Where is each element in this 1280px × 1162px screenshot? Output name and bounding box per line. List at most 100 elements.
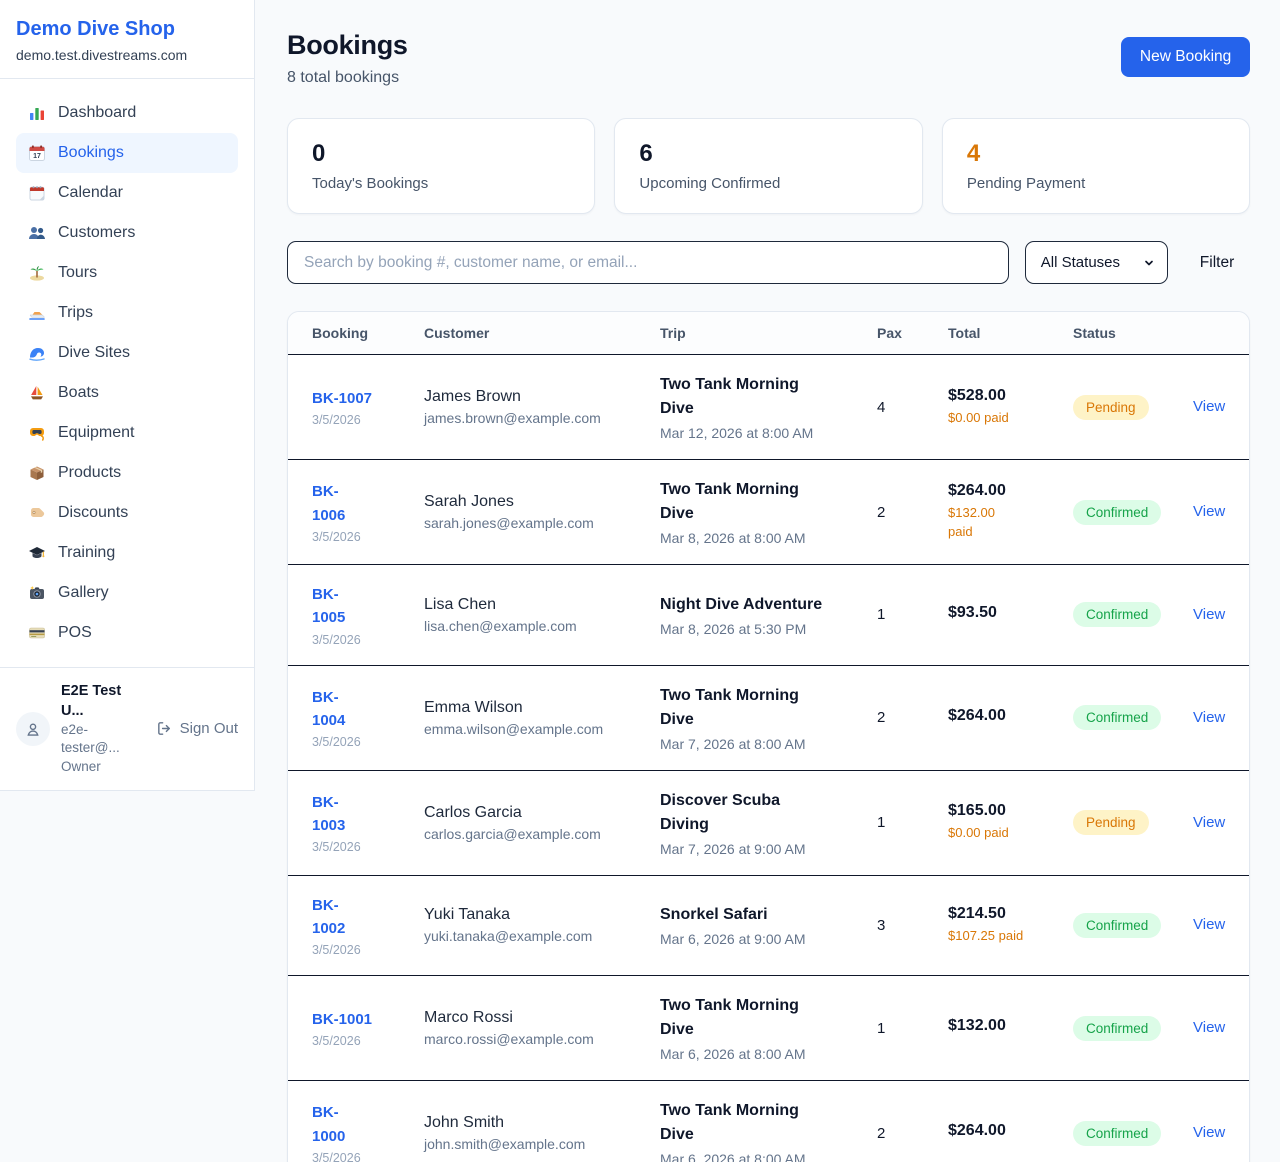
customer-cell: Lisa Chen lisa.chen@example.com [424,596,660,634]
filter-button[interactable]: Filter [1184,254,1250,272]
view-link[interactable]: View [1193,813,1226,831]
sidebar-item-trips[interactable]: Trips [16,293,238,333]
trip-cell: Discover Scuba Diving Mar 7, 2026 at 9:0… [660,789,877,857]
column-header-booking: Booking [312,325,368,341]
sidebar-item-customers[interactable]: Customers [16,213,238,253]
booking-cell: BK- 1004 3/5/2026 [312,686,424,750]
booking-id-link[interactable]: BK-1001 [312,1010,373,1028]
search-input[interactable] [287,241,1009,284]
trip-name: Two Tank Morning Dive [660,376,799,417]
customer-name: Emma Wilson [424,698,523,716]
filter-bar: All Statuses Filter [287,241,1250,284]
booking-cell: BK- 1003 3/5/2026 [312,791,424,855]
booking-date: 3/5/2026 [312,1150,361,1162]
stat-value: 6 [639,140,653,167]
sidebar-item-gallery[interactable]: Gallery [16,573,238,613]
booking-date: 3/5/2026 [312,632,361,647]
sidebar-item-label: Customers [58,224,136,241]
status-select[interactable]: All Statuses [1024,241,1168,284]
column-header-customer: Customer [424,325,490,341]
sidebar-item-products[interactable]: Products [16,453,238,493]
actions-cell: View [1193,1124,1225,1142]
pax-cell: 1 [877,606,886,624]
trip-name: Discover Scuba Diving [660,791,781,833]
actions-cell: View [1193,503,1225,521]
logout-icon [156,720,173,737]
sidebar-item-boats[interactable]: Boats [16,373,238,413]
customer-cell: John Smith john.smith@example.com [424,1114,660,1152]
booking-date: 3/5/2026 [312,529,361,544]
booking-id-link[interactable]: BK- 1004 [312,688,346,729]
page-title: Bookings [287,30,408,60]
total-paid: $132.00 paid [948,505,995,539]
avatar [16,711,50,746]
new-booking-button[interactable]: New Booking [1120,37,1251,77]
customer-email: marco.rossi@example.com [424,1031,594,1047]
sign-out-button[interactable]: Sign Out [156,720,238,737]
booking-date: 3/5/2026 [312,840,361,855]
table-body: BK-1007 3/5/2026 James Brown james.brown… [288,355,1250,1162]
sidebar-item-tours[interactable]: Tours [16,253,238,293]
sign-out-label: Sign Out [179,720,238,738]
trip-cell: Snorkel Safari Mar 6, 2026 at 9:00 AM [660,903,877,947]
view-link[interactable]: View [1193,605,1226,623]
customer-name: Sarah Jones [424,493,514,510]
trip-datetime: Mar 7, 2026 at 8:00 AM [660,735,806,752]
booking-id-link[interactable]: BK-1007 [312,389,373,407]
wave-icon [28,344,46,362]
status-cell: Pending [1073,394,1193,420]
status-cell: Confirmed [1073,705,1193,730]
column-header-pax: Pax [877,325,902,341]
sidebar-item-label: Trips [58,304,93,321]
people-icon [28,224,46,242]
table-row: BK-1001 3/5/2026 Marco Rossi marco.rossi… [288,976,1250,1081]
sidebar-item-pos[interactable]: POS [16,613,238,653]
status-badge: Confirmed [1073,705,1162,730]
view-link[interactable]: View [1193,708,1226,726]
pax-cell: 4 [877,398,886,416]
stat-value: 0 [312,140,326,167]
view-link[interactable]: View [1193,503,1226,520]
total-cell: $93.50 [948,604,1073,626]
sidebar-item-dashboard[interactable]: Dashboard [16,93,238,133]
stats-row: 0 Today's Bookings 6 Upcoming Confirmed … [287,118,1251,214]
trip-cell: Two Tank Morning Dive Mar 12, 2026 at 8:… [660,373,877,441]
view-link[interactable]: View [1193,916,1226,934]
total-amount: $264.00 [948,1122,1006,1139]
booking-date: 3/5/2026 [312,413,361,428]
sidebar-item-equipment[interactable]: Equipment [16,413,238,453]
table-row: BK- 1000 3/5/2026 John Smith john.smith@… [288,1081,1249,1162]
view-link[interactable]: View [1193,398,1226,415]
sidebar-item-label: Products [58,464,122,481]
booking-id-link[interactable]: BK- 1000 [312,1104,346,1145]
view-link[interactable]: View [1193,1019,1226,1036]
total-cell: $264.00 [948,707,1073,729]
sidebar-item-discounts[interactable]: Discounts [16,493,238,533]
booking-date: 3/5/2026 [312,1034,361,1049]
status-badge: Confirmed [1073,1120,1162,1146]
booking-id-link[interactable]: BK- 1003 [312,793,346,834]
sidebar-item-calendar[interactable]: Calendar [16,173,238,213]
table-row: BK- 1004 3/5/2026 Emma Wilson emma.wilso… [288,666,1250,771]
view-link[interactable]: View [1193,1124,1226,1141]
sidebar-item-dive-sites[interactable]: Dive Sites [16,333,238,373]
status-cell: Confirmed [1073,1015,1193,1041]
booking-id-link[interactable]: BK- 1006 [312,483,346,524]
sidebar: Demo Dive Shop demo.test.divestreams.com… [0,0,255,791]
status-cell: Confirmed [1073,912,1193,938]
actions-cell: View [1193,398,1225,416]
sidebar-item-training[interactable]: Training [16,533,238,573]
booking-id-link[interactable]: BK- 1002 [312,896,346,937]
stat-card: 6 Upcoming Confirmed [614,118,923,214]
bookings-table: Booking Customer Trip Pax Total Status B… [287,311,1251,1162]
booking-id-link[interactable]: BK- 1005 [312,586,346,627]
customer-cell: Sarah Jones sarah.jones@example.com [424,493,660,531]
status-badge: Pending [1073,810,1149,835]
total-paid: $0.00 paid [948,409,1009,425]
booking-cell: BK- 1000 3/5/2026 [312,1101,424,1162]
customer-email: sarah.jones@example.com [424,515,594,531]
brand-domain: demo.test.divestreams.com [16,47,188,63]
sidebar-item-bookings[interactable]: 17 Bookings [16,133,238,173]
stat-label: Today's Bookings [312,175,429,192]
trip-datetime: Mar 6, 2026 at 8:00 AM [660,1046,806,1062]
